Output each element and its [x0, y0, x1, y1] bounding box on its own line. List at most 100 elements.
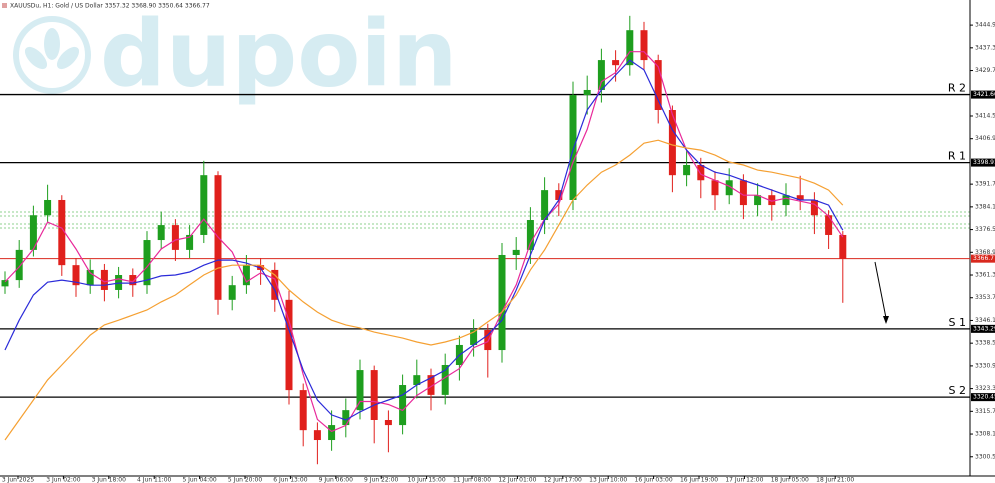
level-price: 3320.45 — [973, 394, 995, 401]
level-price-box — [971, 324, 995, 333]
y-tick-label: 3330.90 — [975, 362, 995, 369]
x-tick-label: 11 Jun 08:00 — [453, 477, 491, 483]
candle-body — [512, 249, 520, 255]
candle-body — [15, 249, 23, 281]
level-price-box — [971, 393, 995, 402]
x-tick-label: 12 Jun 01:00 — [498, 477, 536, 483]
candle-body — [711, 180, 719, 196]
candle-body — [44, 199, 52, 216]
level-label: S 2 — [949, 384, 966, 397]
candle-body — [583, 89, 591, 96]
y-tick-label: 3406.90 — [975, 135, 995, 142]
candle-body — [626, 30, 634, 66]
level-price: 3421.66 — [973, 91, 995, 98]
moving-average — [4, 51, 844, 433]
y-tick-label: 3368.90 — [975, 249, 995, 256]
candle-body — [782, 195, 790, 206]
x-tick-label: 9 Jun 22:00 — [364, 477, 398, 483]
candle-body — [569, 95, 577, 200]
moving-average — [4, 59, 844, 421]
candle-body — [228, 285, 236, 300]
x-tick-label: 9 Jun 06:00 — [319, 477, 353, 483]
candle-body — [242, 265, 250, 286]
candle-body — [72, 265, 80, 286]
level-label: R 2 — [948, 82, 966, 95]
candle-body — [86, 269, 94, 286]
candle-body — [612, 60, 620, 66]
candle-body — [299, 390, 307, 431]
last-price-label: 3366.77 — [973, 255, 995, 262]
candle-body — [498, 254, 506, 351]
candle-body — [739, 180, 747, 206]
level-price-box — [971, 158, 995, 167]
symbol-icon — [2, 3, 7, 8]
candle-body — [271, 269, 279, 300]
y-tick-label: 3414.50 — [975, 112, 995, 119]
candle-body — [29, 215, 37, 250]
watermark-logo — [13, 16, 91, 94]
y-tick-label: 3376.50 — [975, 226, 995, 233]
candle-body — [668, 110, 676, 176]
x-tick-label: 17 Jun 12:00 — [725, 477, 763, 483]
candle-body — [768, 195, 776, 206]
x-tick-label: 16 Jun 19:00 — [680, 477, 718, 483]
x-tick-label: 4 Jun 11:00 — [137, 477, 171, 483]
x-tick-label: 5 Jun 04:00 — [182, 477, 216, 483]
candle-body — [186, 234, 194, 250]
candle-body — [115, 275, 123, 290]
candle-body — [143, 240, 151, 286]
y-tick-label: 3346.10 — [975, 317, 995, 324]
candle-body — [413, 375, 421, 386]
level-price: 3398.91 — [973, 159, 995, 166]
candle-body — [313, 430, 321, 441]
candle-body — [470, 330, 478, 345]
x-tick-label: 3 Jun 2025 — [2, 477, 34, 483]
y-tick-label: 3429.70 — [975, 67, 995, 74]
x-tick-label: 16 Jun 03:00 — [635, 477, 673, 483]
level-price: 3343.29 — [973, 325, 995, 332]
x-tick-label: 12 Jun 17:00 — [544, 477, 582, 483]
y-tick-label: 3361.30 — [975, 272, 995, 279]
candle-body — [810, 199, 818, 216]
candle-body — [839, 234, 847, 259]
candle-body — [58, 199, 66, 266]
x-tick-label: 5 Jun 20:00 — [228, 477, 262, 483]
candle-body — [285, 299, 293, 391]
candle-body — [129, 275, 137, 286]
candle-body — [725, 180, 733, 196]
candle-body — [796, 195, 804, 200]
candle-body — [356, 370, 364, 411]
candle-body — [541, 190, 549, 221]
candle-body — [683, 165, 691, 176]
last-price-box — [971, 254, 995, 263]
y-tick-label: 3308.10 — [975, 431, 995, 438]
x-tick-label: 18 Jun 21:00 — [816, 477, 854, 483]
x-tick-label: 10 Jun 15:00 — [408, 477, 446, 483]
candle-body — [597, 60, 605, 90]
chart-header: XAUUSDu, H1: Gold / US Dollar 3357.32 33… — [10, 3, 210, 10]
y-tick-label: 3437.30 — [975, 44, 995, 51]
y-tick-label: 3338.50 — [975, 340, 995, 347]
x-tick-label: 3 Jun 18:00 — [92, 477, 126, 483]
watermark: dupoin — [100, 0, 457, 107]
y-tick-label: 3353.70 — [975, 294, 995, 301]
y-tick-label: 3444.90 — [975, 22, 995, 29]
y-tick-label: 3315.70 — [975, 408, 995, 415]
level-label: R 1 — [948, 150, 966, 163]
candle-body — [157, 225, 165, 241]
candle-body — [384, 419, 392, 426]
candle-body — [1, 280, 9, 287]
candle-body — [654, 60, 662, 111]
candle-body — [399, 385, 407, 426]
level-label: S 1 — [949, 316, 966, 329]
level-price-box — [971, 90, 995, 99]
candle-body — [171, 225, 179, 250]
candle-body — [640, 30, 648, 61]
candle-body — [697, 165, 705, 181]
trend-arrow — [874, 261, 889, 324]
candle-body — [441, 364, 449, 395]
candle-body — [427, 375, 435, 395]
y-tick-label: 3384.10 — [975, 203, 995, 210]
